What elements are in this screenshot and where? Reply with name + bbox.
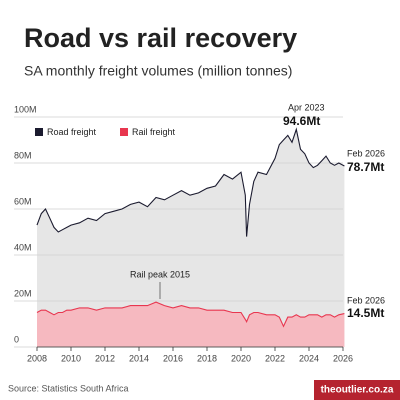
chart-subtitle: SA monthly freight volumes (million tonn… [24,63,292,79]
chart-title: Road vs rail recovery [24,23,297,53]
annotation: Feb 2026 [347,295,385,305]
legend-label: Rail freight [132,127,176,137]
source: Source: Statistics South Africa [8,383,129,393]
legend-swatch [120,128,128,136]
x-tick-label: 2012 [95,353,115,363]
annotation: Apr 2023 [288,102,325,112]
x-tick-label: 2024 [299,353,319,363]
x-tick-label: 2026 [333,353,353,363]
series-area [37,302,345,347]
series-line [36,301,345,328]
credit-box [314,380,400,400]
annotation: 14.5Mt [347,306,384,320]
series-line [36,127,345,237]
annotation: Feb 2026 [347,148,385,158]
x-tick-label: 2020 [231,353,251,363]
plot-area: 0 20M 40M 60M 80M 100M 2008 2010 2012 2014 2016 201… [14,104,353,363]
series-area [37,129,345,347]
x-tick-label: 2022 [265,353,285,363]
annotation: Rail peak 2015 [130,269,190,279]
y-tick-label: 20M [14,288,32,298]
x-tick-label: 2014 [129,353,149,363]
legend-swatch [35,128,43,136]
annotation: 94.6Mt [283,114,320,128]
x-tick-label: 2016 [163,353,183,363]
y-tick-label: 0 [14,334,19,344]
x-tick-label: 2010 [61,353,81,363]
x-tick-label: 2008 [27,353,47,363]
credit: theoutlier.co.za [321,385,394,396]
legend-label: Road freight [47,127,97,137]
y-tick-label: 60M [14,196,32,206]
x-tick-label: 2018 [197,353,217,363]
y-tick-label: 100M [14,104,37,114]
annotation: 78.7Mt [347,160,384,174]
y-tick-label: 40M [14,242,32,252]
y-tick-label: 80M [14,150,32,160]
